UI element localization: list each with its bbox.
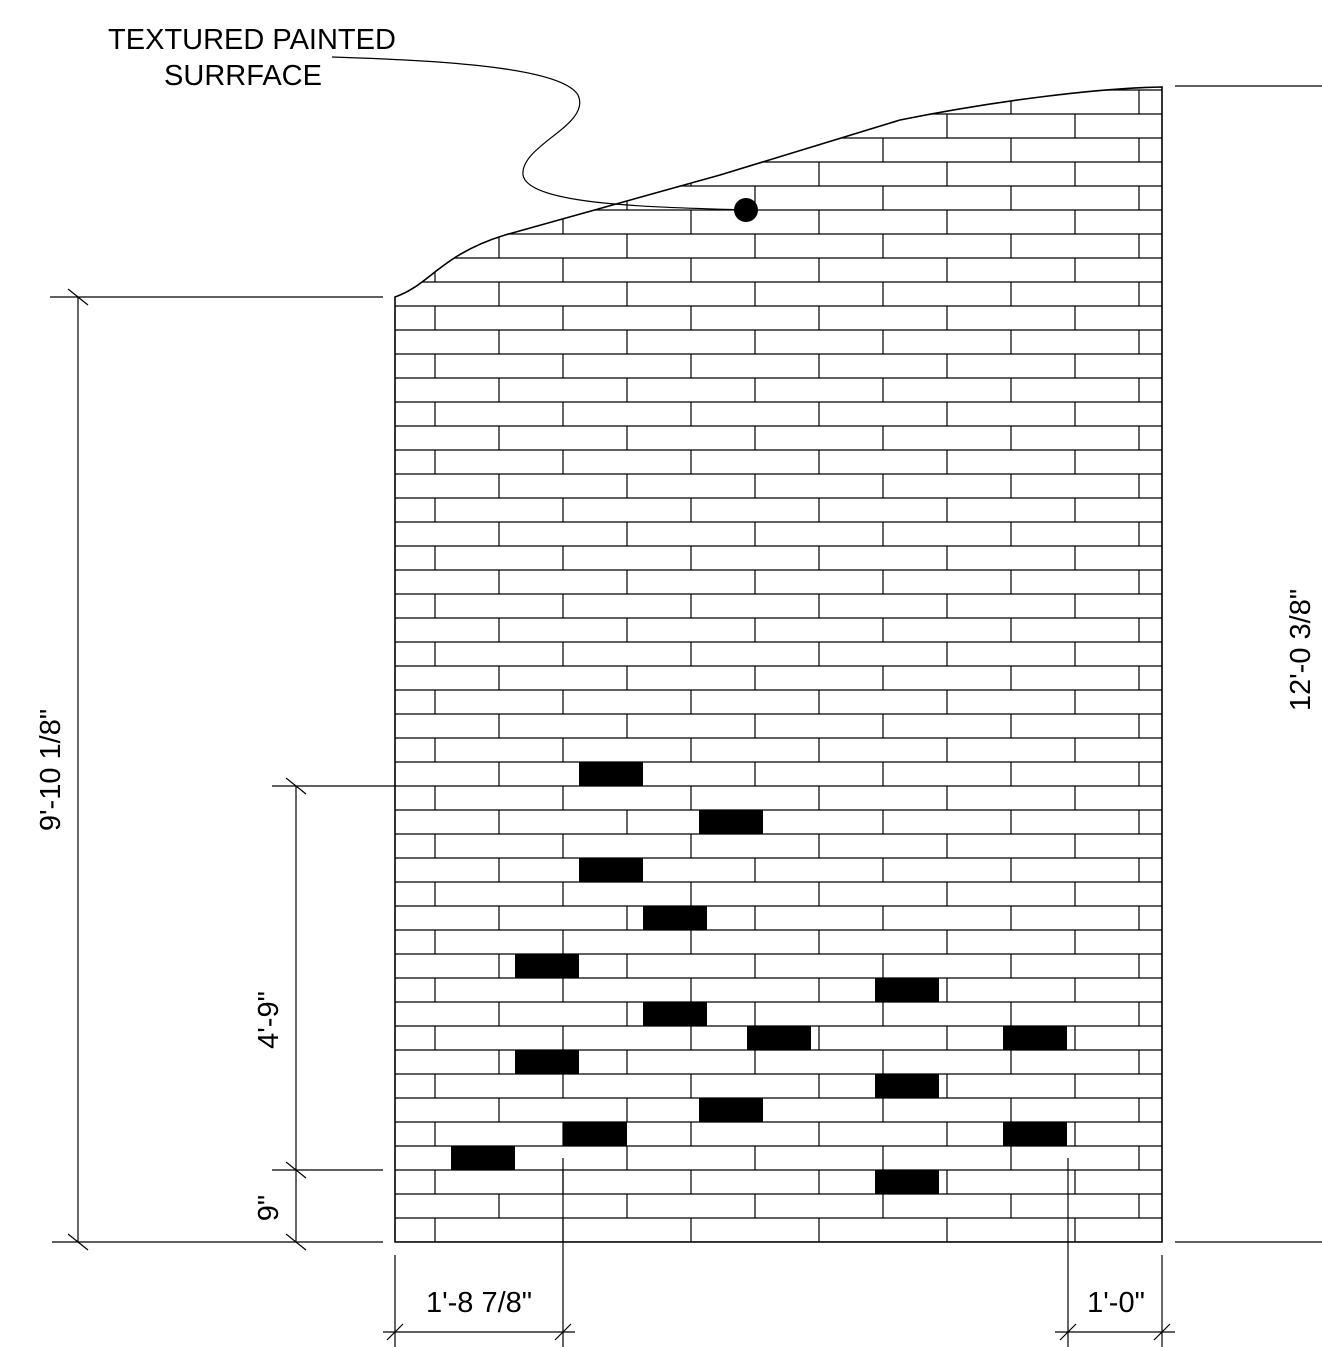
accent-brick	[579, 762, 643, 786]
callout-label-line1: TEXTURED PAINTED	[108, 24, 396, 56]
accent-brick	[1003, 1026, 1067, 1050]
callout-dot	[734, 198, 758, 222]
dimension-labels: 9'-10 1/8" 12'-0 3/8" 4'-9" 9" 1'-8 7/8"…	[35, 589, 1317, 1319]
wall-outline	[394, 86, 1163, 1243]
accent-brick	[699, 1098, 763, 1122]
dim-band-height: 4'-9"	[253, 991, 285, 1049]
accent-brick	[875, 1170, 939, 1194]
accent-brick	[875, 1074, 939, 1098]
dim-left-height: 9'-10 1/8"	[35, 709, 67, 831]
accent-brick	[875, 978, 939, 1002]
callout-leader	[331, 56, 747, 211]
dimension-lines	[50, 85, 1322, 1347]
accent-brick	[747, 1026, 811, 1050]
accent-brick	[699, 810, 763, 834]
accent-brick	[579, 858, 643, 882]
accent-brick	[515, 1050, 579, 1074]
accent-brick	[643, 1002, 707, 1026]
accent-brick	[451, 1146, 515, 1170]
dim-base-height: 9"	[253, 1195, 285, 1221]
accent-brick	[563, 1122, 627, 1146]
accent-brick	[515, 954, 579, 978]
accent-brick	[643, 906, 707, 930]
dim-right-offset: 1'-0"	[1087, 1287, 1145, 1319]
brick-wall	[394, 86, 1163, 1243]
callout-label-line2: SURRFACE	[164, 60, 322, 92]
dim-left-offset: 1'-8 7/8"	[426, 1287, 532, 1319]
accent-brick	[1003, 1122, 1067, 1146]
callout: TEXTURED PAINTED SURRFACE	[108, 24, 758, 222]
dim-right-height: 12'-0 3/8"	[1285, 589, 1317, 711]
